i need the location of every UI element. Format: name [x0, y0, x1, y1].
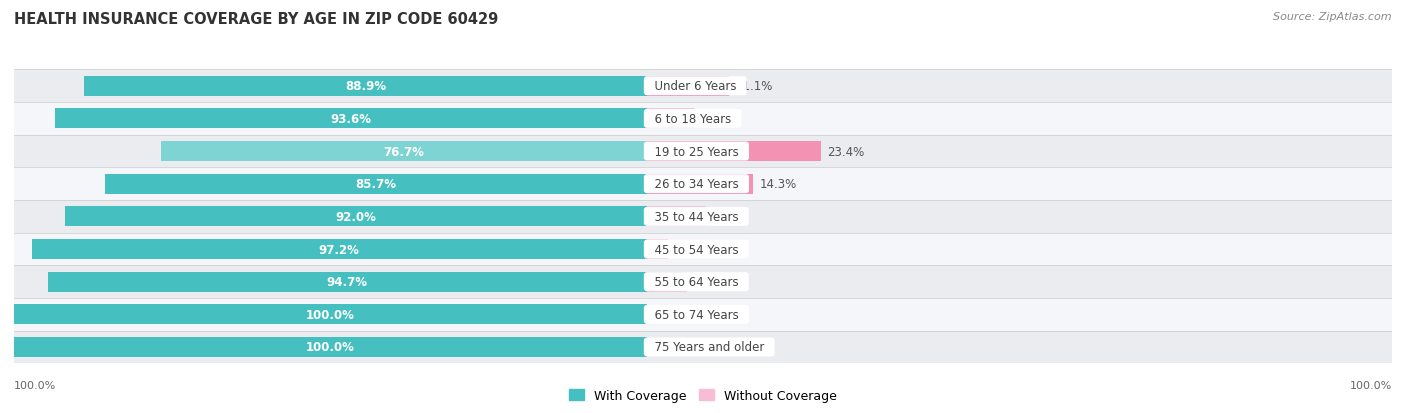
Text: 75 Years and older: 75 Years and older [647, 341, 772, 354]
Bar [647, 266, 1392, 298]
Bar [14, 233, 647, 266]
Bar [647, 272, 688, 292]
Text: 100.0%: 100.0% [307, 341, 354, 354]
Bar [647, 174, 754, 195]
Text: 19 to 25 Years: 19 to 25 Years [647, 145, 747, 158]
Text: 85.7%: 85.7% [356, 178, 396, 191]
Bar [14, 70, 647, 103]
Bar [647, 168, 1392, 201]
Bar [14, 266, 647, 298]
Bar [647, 142, 821, 162]
Bar [647, 103, 1392, 135]
Text: 100.0%: 100.0% [307, 308, 354, 321]
Bar [647, 298, 1392, 331]
Bar [162, 142, 647, 162]
Text: 94.7%: 94.7% [326, 275, 368, 288]
Text: 45 to 54 Years: 45 to 54 Years [647, 243, 747, 256]
Text: 23.4%: 23.4% [827, 145, 865, 158]
Text: Source: ZipAtlas.com: Source: ZipAtlas.com [1274, 12, 1392, 22]
Text: 6 to 18 Years: 6 to 18 Years [647, 113, 738, 126]
Text: 97.2%: 97.2% [319, 243, 360, 256]
Text: 6.4%: 6.4% [700, 113, 730, 126]
Text: 100.0%: 100.0% [14, 380, 56, 390]
Text: 35 to 44 Years: 35 to 44 Years [647, 210, 747, 223]
Bar [647, 201, 1392, 233]
Bar [104, 174, 647, 195]
Text: Under 6 Years: Under 6 Years [647, 80, 744, 93]
Text: 26 to 34 Years: 26 to 34 Years [647, 178, 747, 191]
Text: 11.1%: 11.1% [735, 80, 773, 93]
Bar [647, 76, 730, 97]
Text: 93.6%: 93.6% [330, 113, 371, 126]
Bar [14, 103, 647, 135]
Bar [647, 233, 1392, 266]
Text: 8.0%: 8.0% [713, 210, 742, 223]
Text: 55 to 64 Years: 55 to 64 Years [647, 275, 747, 288]
Bar [14, 168, 647, 201]
Bar [48, 272, 647, 292]
Text: HEALTH INSURANCE COVERAGE BY AGE IN ZIP CODE 60429: HEALTH INSURANCE COVERAGE BY AGE IN ZIP … [14, 12, 498, 27]
Bar [14, 304, 647, 325]
Bar [14, 331, 647, 363]
Bar [647, 109, 695, 129]
Bar [14, 201, 647, 233]
Text: 2.8%: 2.8% [673, 243, 703, 256]
Legend: With Coverage, Without Coverage: With Coverage, Without Coverage [564, 384, 842, 407]
Text: 65 to 74 Years: 65 to 74 Years [647, 308, 747, 321]
Bar [647, 331, 1392, 363]
Text: 14.3%: 14.3% [759, 178, 797, 191]
Bar [55, 109, 647, 129]
Bar [84, 76, 647, 97]
Text: 0.0%: 0.0% [658, 308, 688, 321]
Text: 92.0%: 92.0% [335, 210, 377, 223]
Text: 76.7%: 76.7% [384, 145, 425, 158]
Bar [14, 337, 647, 357]
Bar [14, 135, 647, 168]
Text: 88.9%: 88.9% [344, 80, 387, 93]
Text: 100.0%: 100.0% [1350, 380, 1392, 390]
Bar [647, 135, 1392, 168]
Bar [647, 239, 668, 259]
Text: 0.0%: 0.0% [658, 341, 688, 354]
Bar [32, 239, 647, 259]
Text: 5.4%: 5.4% [693, 275, 723, 288]
Bar [65, 207, 647, 227]
Bar [14, 298, 647, 331]
Bar [647, 70, 1392, 103]
Bar [647, 207, 706, 227]
